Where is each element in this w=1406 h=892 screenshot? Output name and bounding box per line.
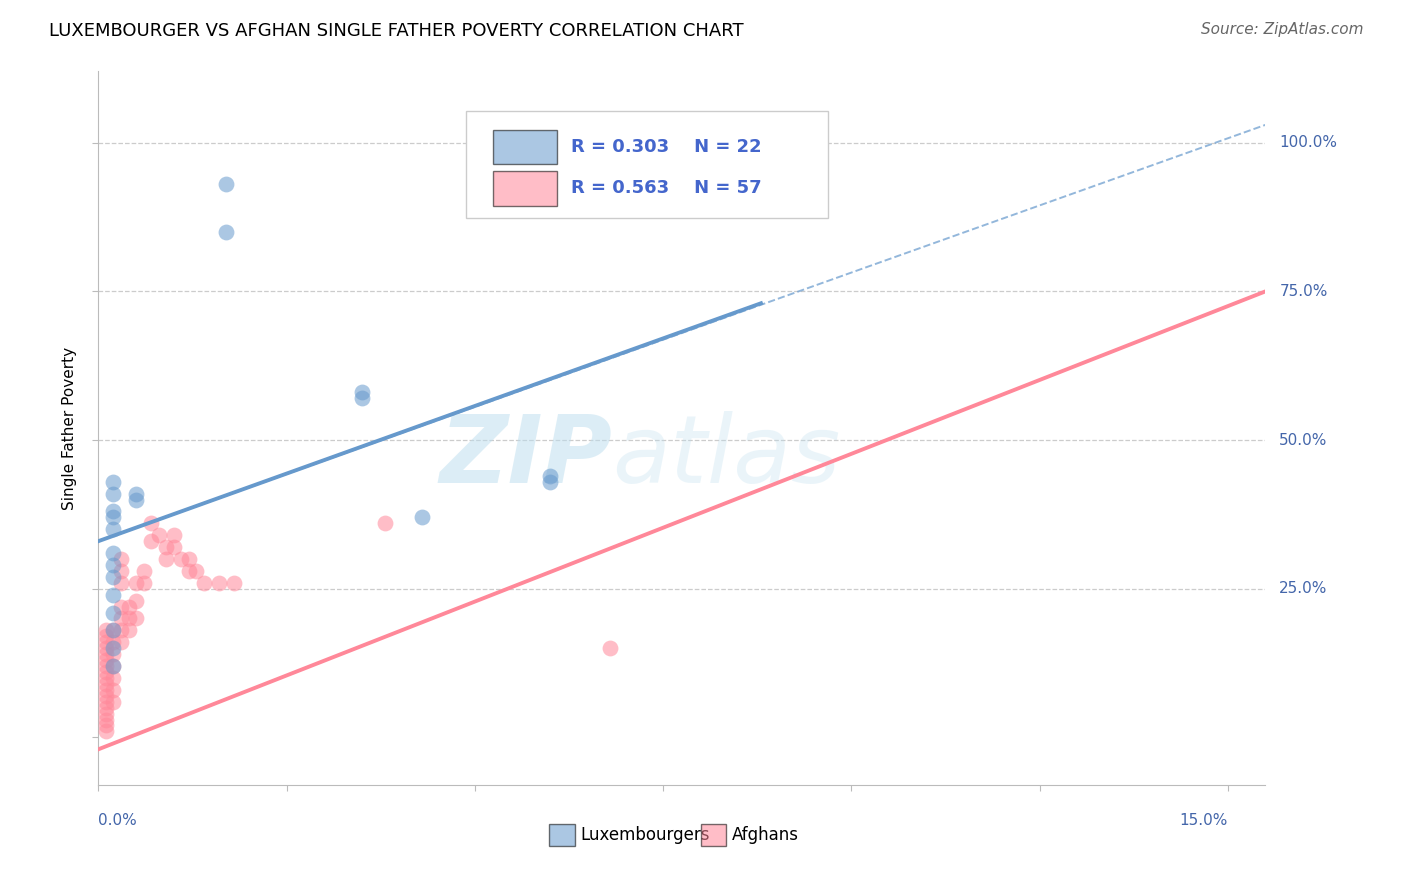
Point bbox=[94, 706, 117, 721]
Point bbox=[110, 635, 132, 649]
Point bbox=[155, 540, 177, 554]
Point bbox=[110, 552, 132, 566]
Text: 50.0%: 50.0% bbox=[1279, 433, 1327, 448]
Point bbox=[177, 564, 200, 578]
Point bbox=[94, 665, 117, 679]
Point bbox=[94, 677, 117, 691]
Text: 100.0%: 100.0% bbox=[1279, 136, 1337, 150]
Text: 25.0%: 25.0% bbox=[1279, 582, 1327, 596]
Point bbox=[94, 624, 117, 638]
Point bbox=[103, 558, 125, 572]
Point bbox=[103, 659, 125, 673]
Point bbox=[373, 516, 395, 531]
Text: Afghans: Afghans bbox=[733, 826, 799, 844]
Point bbox=[103, 522, 125, 536]
Point bbox=[94, 653, 117, 667]
FancyBboxPatch shape bbox=[494, 130, 557, 164]
Point bbox=[103, 641, 125, 656]
Point bbox=[94, 700, 117, 714]
Point bbox=[94, 724, 117, 739]
Point bbox=[103, 624, 125, 638]
Text: 15.0%: 15.0% bbox=[1180, 813, 1227, 828]
Point bbox=[132, 564, 155, 578]
Point bbox=[117, 599, 139, 614]
Point bbox=[170, 552, 193, 566]
Point bbox=[350, 392, 373, 406]
Point bbox=[117, 611, 139, 625]
Point bbox=[103, 570, 125, 584]
Point bbox=[215, 225, 238, 239]
Point bbox=[110, 575, 132, 590]
Point bbox=[125, 575, 148, 590]
Point bbox=[139, 516, 162, 531]
Point bbox=[411, 510, 433, 524]
Point bbox=[193, 575, 215, 590]
Point bbox=[711, 153, 734, 168]
Point bbox=[155, 552, 177, 566]
Point bbox=[103, 475, 125, 489]
Point bbox=[186, 564, 208, 578]
Point bbox=[110, 599, 132, 614]
Point bbox=[125, 486, 148, 500]
Point bbox=[103, 695, 125, 709]
Point bbox=[139, 534, 162, 549]
Point bbox=[94, 629, 117, 643]
Point bbox=[125, 593, 148, 607]
Point bbox=[132, 575, 155, 590]
Y-axis label: Single Father Poverty: Single Father Poverty bbox=[62, 347, 77, 509]
Point bbox=[103, 682, 125, 697]
Point bbox=[94, 647, 117, 661]
FancyBboxPatch shape bbox=[548, 824, 575, 846]
Point bbox=[222, 575, 245, 590]
Point bbox=[94, 659, 117, 673]
Point bbox=[215, 178, 238, 192]
Point bbox=[94, 671, 117, 685]
Point bbox=[103, 647, 125, 661]
Text: R = 0.563    N = 57: R = 0.563 N = 57 bbox=[571, 179, 762, 197]
Text: LUXEMBOURGER VS AFGHAN SINGLE FATHER POVERTY CORRELATION CHART: LUXEMBOURGER VS AFGHAN SINGLE FATHER POV… bbox=[49, 22, 744, 40]
Text: atlas: atlas bbox=[612, 411, 841, 502]
Point bbox=[538, 475, 561, 489]
Point bbox=[163, 528, 186, 542]
Point bbox=[94, 713, 117, 727]
Point bbox=[599, 641, 621, 656]
Point bbox=[110, 611, 132, 625]
Point bbox=[125, 492, 148, 507]
FancyBboxPatch shape bbox=[465, 111, 828, 218]
Point bbox=[103, 510, 125, 524]
Point bbox=[103, 606, 125, 620]
Point bbox=[350, 385, 373, 400]
Point bbox=[103, 504, 125, 518]
Point bbox=[208, 575, 231, 590]
Text: 75.0%: 75.0% bbox=[1279, 284, 1327, 299]
Point bbox=[103, 635, 125, 649]
Text: Luxembourgers: Luxembourgers bbox=[581, 826, 710, 844]
Point bbox=[94, 718, 117, 732]
FancyBboxPatch shape bbox=[700, 824, 727, 846]
Point bbox=[110, 624, 132, 638]
Point bbox=[103, 588, 125, 602]
Point bbox=[538, 468, 561, 483]
Text: Source: ZipAtlas.com: Source: ZipAtlas.com bbox=[1201, 22, 1364, 37]
Point bbox=[177, 552, 200, 566]
Point bbox=[103, 659, 125, 673]
Point bbox=[148, 528, 170, 542]
Point bbox=[94, 682, 117, 697]
Point bbox=[103, 486, 125, 500]
Point bbox=[110, 564, 132, 578]
Point bbox=[103, 671, 125, 685]
Point bbox=[103, 546, 125, 560]
FancyBboxPatch shape bbox=[494, 171, 557, 205]
Point bbox=[125, 611, 148, 625]
Point bbox=[94, 695, 117, 709]
Text: ZIP: ZIP bbox=[439, 410, 612, 503]
Point bbox=[163, 540, 186, 554]
Text: 0.0%: 0.0% bbox=[98, 813, 138, 828]
Point bbox=[94, 635, 117, 649]
Text: R = 0.303    N = 22: R = 0.303 N = 22 bbox=[571, 138, 762, 156]
Point bbox=[94, 641, 117, 656]
Point bbox=[94, 689, 117, 703]
Point bbox=[117, 624, 139, 638]
Point bbox=[103, 624, 125, 638]
